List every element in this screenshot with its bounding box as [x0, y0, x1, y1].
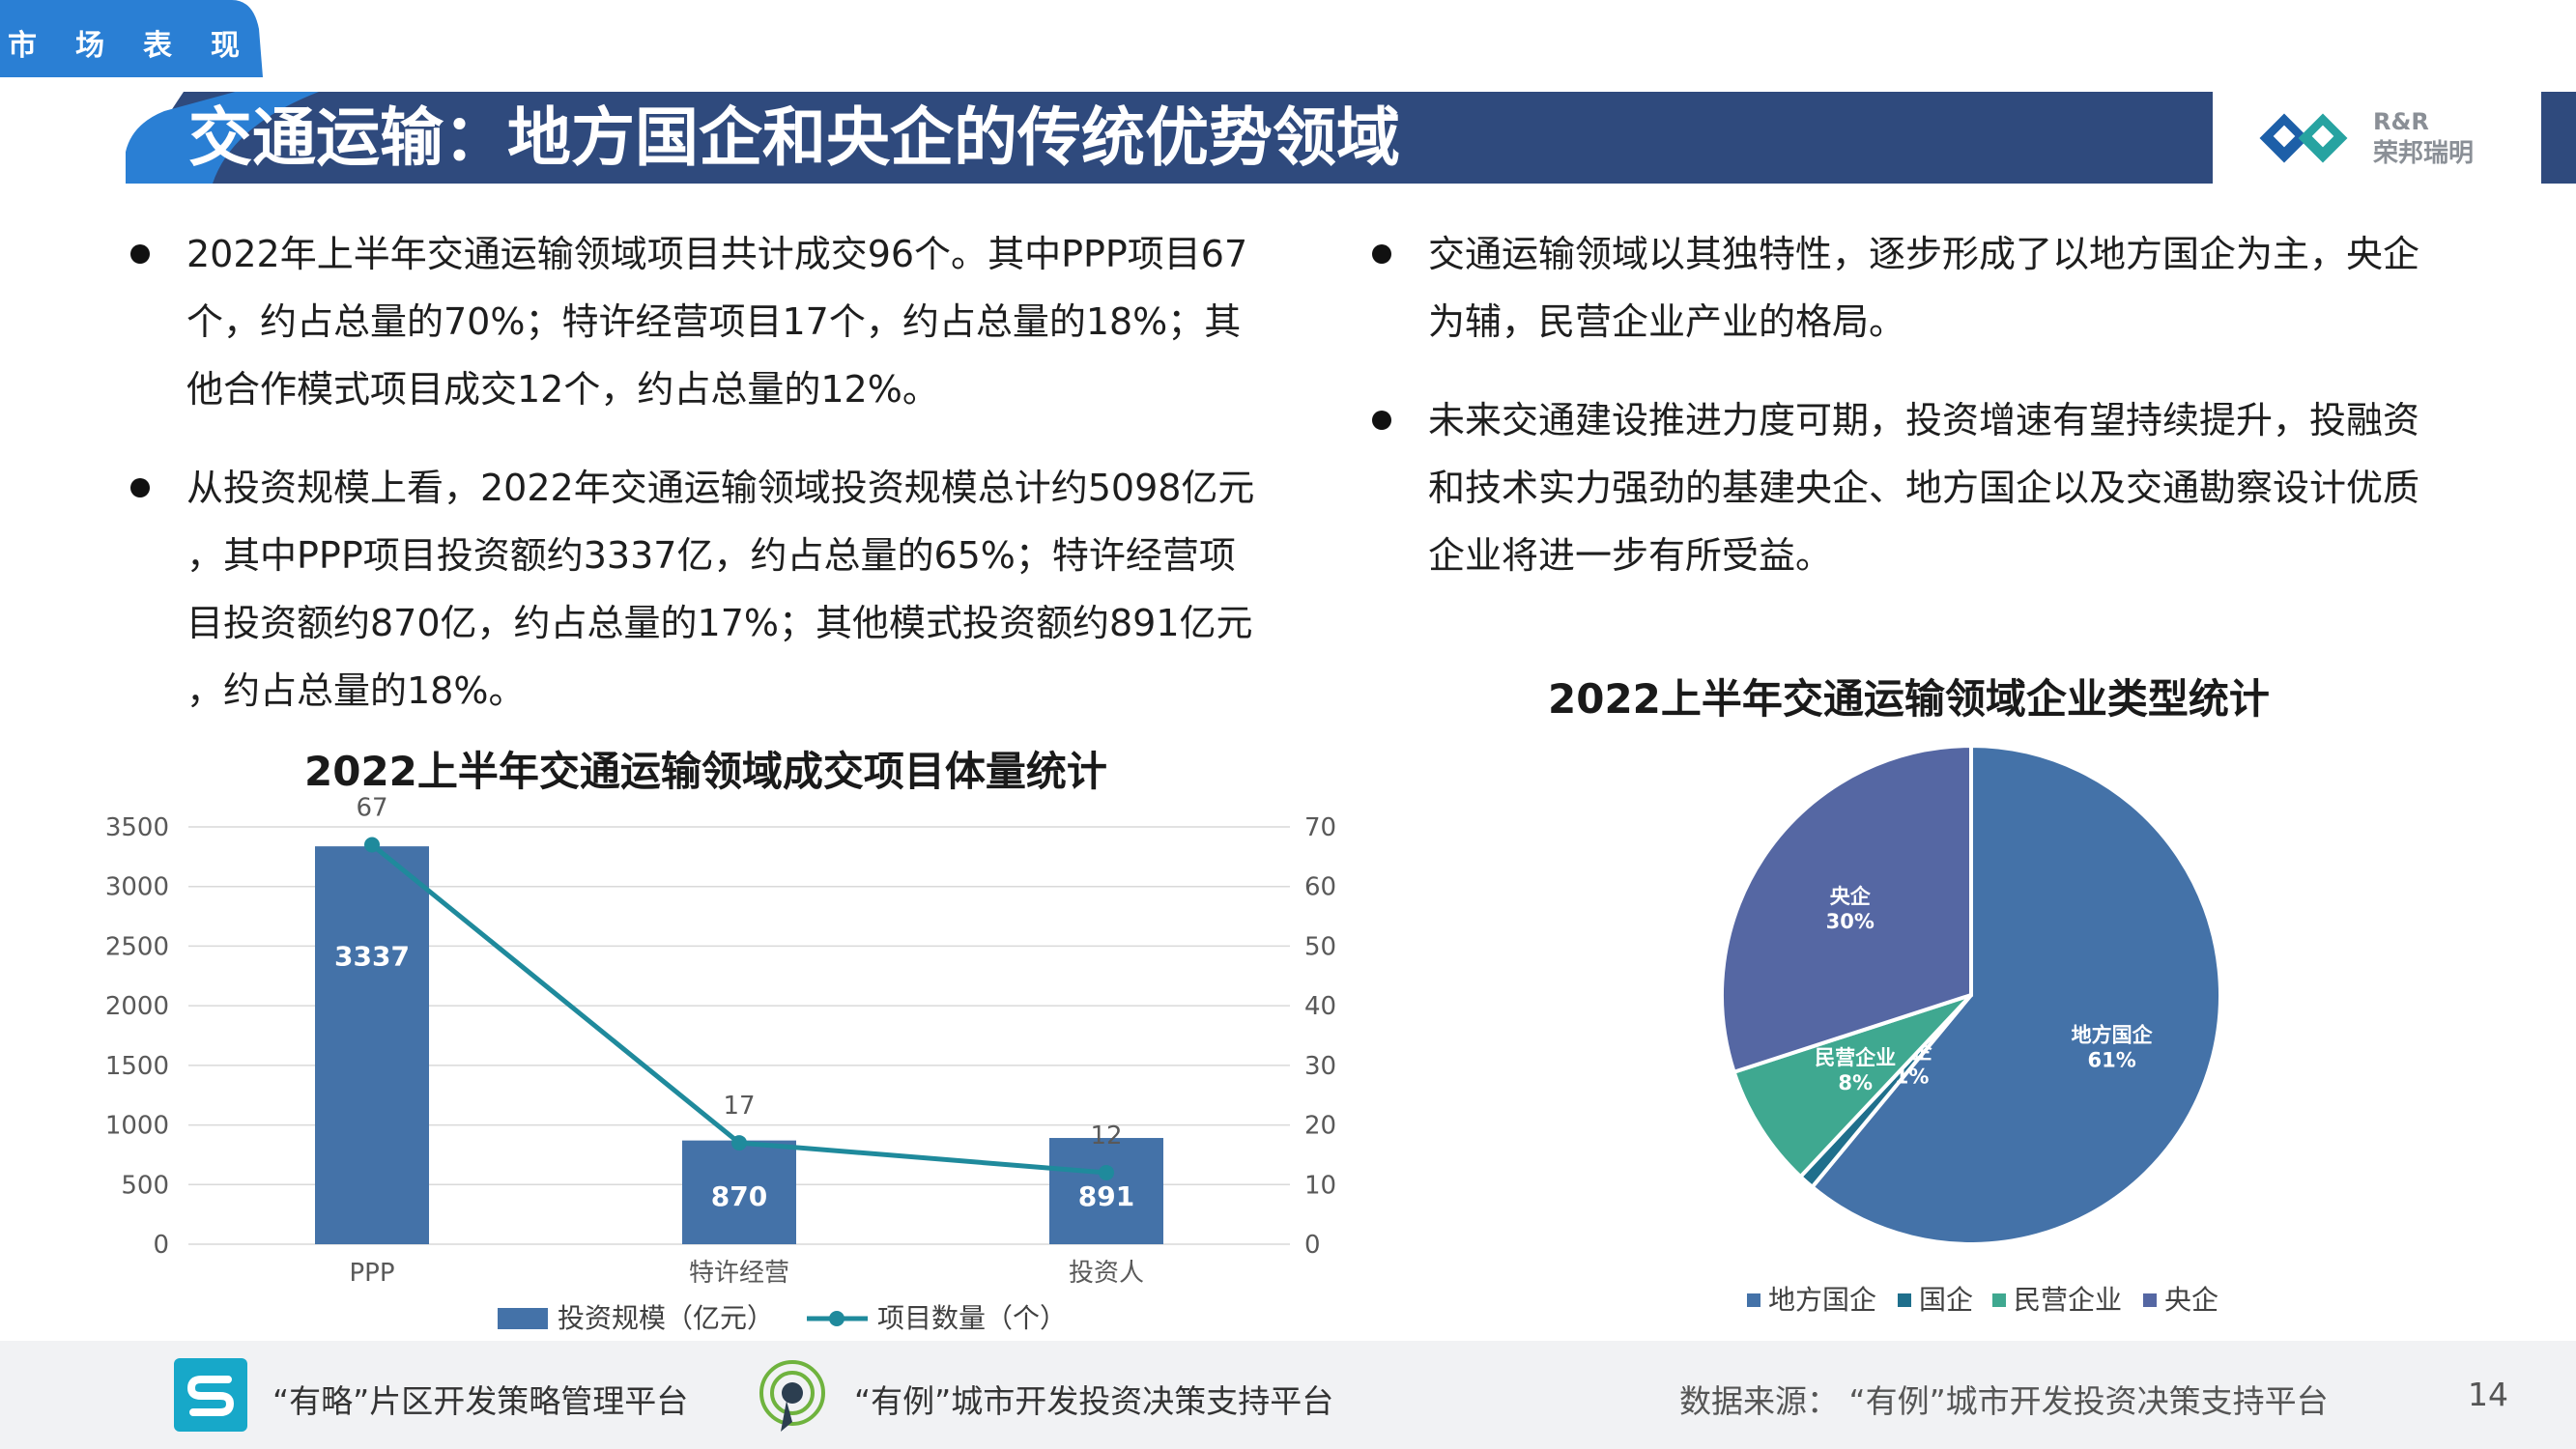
y-left-tick-label: 500	[121, 1171, 169, 1200]
page-number: 14	[2468, 1376, 2508, 1413]
legend-swatch	[1992, 1293, 2006, 1307]
y-left-tick-label: 3000	[105, 873, 169, 902]
pie-slice	[1732, 993, 1973, 1179]
pie-chart-title: 2022上半年交通运输领域企业类型统计	[1548, 675, 2270, 723]
legend-swatch	[2143, 1293, 2157, 1307]
y-right-tick-label: 10	[1304, 1171, 1336, 1200]
footer-platform-2: “有例”城市开发投资决策支持平台	[854, 1382, 1334, 1420]
bullet-line: 2022年上半年交通运输领域项目共计成交96个。其中PPP项目67	[186, 233, 1248, 275]
bullet-line: 为辅，民营企业产业的格局。	[1428, 300, 1906, 343]
right-bullet-1: 交通运输领域以其独特性，逐步形成了以地方国企为主，央企 为辅，民营企业产业的格局…	[1372, 220, 2501, 355]
pie-slice	[1809, 743, 2222, 1246]
pie-slice-percent: 61%	[2088, 1048, 2136, 1071]
line-data-label: 12	[1090, 1122, 1122, 1151]
line-point	[1099, 1164, 1114, 1180]
pie-slice-percent: 30%	[1826, 910, 1875, 933]
legend-label: 投资规模（亿元）	[558, 1302, 774, 1334]
legend-swatch-marker	[829, 1311, 844, 1326]
y-right-tick-label: 40	[1304, 992, 1336, 1021]
title-banner	[126, 92, 2213, 184]
bullet-dot	[1372, 244, 1391, 264]
bar-data-label: 891	[1078, 1180, 1134, 1212]
left-bullet-2: 从投资规模上看，2022年交通运输领域投资规模总计约5098亿元 ，其中PPP项…	[130, 454, 1327, 724]
bullet-line: 和技术实力强劲的基建央企、地方国企以及交通勘察设计优质	[1428, 467, 2420, 509]
bullet-line: 他合作模式项目成交12个，约占总量的12%。	[186, 368, 939, 411]
bar-data-label: 3337	[334, 941, 410, 973]
bullet-line: 个，约占总量的70%；特许经营项目17个，约占总量的18%；其	[186, 300, 1242, 343]
legend-label: 央企	[2164, 1284, 2218, 1316]
pie-slice-name: 央企	[1830, 885, 1872, 908]
footer-bar: “有略”片区开发策略管理平台 “有例”城市开发投资决策支持平台 数据来源： “有…	[0, 1341, 2576, 1449]
bar-line-chart: 0 500 1000 1500 2000 2500 3000 3500 0 10 20 30 40 50 6…	[105, 794, 1336, 1334]
bullet-line: ，约占总量的18%。	[186, 669, 526, 712]
pie-slice-name: 民营企业	[1815, 1046, 1896, 1069]
x-tick-label: 投资人	[1069, 1259, 1144, 1288]
legend-label: 民营企业	[2014, 1284, 2122, 1316]
y-right-tick-label: 30	[1304, 1052, 1336, 1081]
section-tag: 市场表现	[0, 0, 263, 77]
page-title: 交通运输：地方国企和央企的传统优势领域	[188, 100, 1400, 175]
youlue-app-icon	[174, 1358, 247, 1432]
line-data-label: 17	[723, 1092, 755, 1121]
legend-label: 项目数量（个）	[877, 1302, 1067, 1334]
legend-swatch	[1747, 1293, 1760, 1307]
y-right-tick-label: 50	[1304, 932, 1336, 961]
pie-slice-percent: 8%	[1838, 1071, 1873, 1094]
bullet-dot	[1372, 411, 1391, 430]
bullet-dot	[130, 244, 150, 264]
bullet-dot	[130, 478, 150, 497]
company-logo: R&R 荣邦瑞明	[2259, 104, 2501, 172]
footer-platform-1: “有略”片区开发策略管理平台	[272, 1382, 689, 1420]
y-left-tick-label: 2500	[105, 932, 169, 961]
y-right-tick-label: 20	[1304, 1112, 1336, 1141]
legend-label: 地方国企	[1768, 1284, 1876, 1316]
legend-swatch	[1898, 1293, 1911, 1307]
bullet-line: 企业将进一步有所受益。	[1428, 534, 1833, 577]
pie-slice-name: 地方国企	[2072, 1023, 2154, 1046]
line-point	[364, 837, 380, 853]
pie-slice	[1720, 743, 1973, 1075]
section-tag-label: 市场表现	[8, 29, 278, 63]
y-left-tick-label: 1500	[105, 1052, 169, 1081]
y-right-tick-label: 60	[1304, 873, 1336, 902]
x-tick-label: PPP	[349, 1259, 394, 1288]
line-point	[731, 1135, 747, 1151]
bullet-line: 未来交通建设推进力度可期，投资增速有望持续提升，投融资	[1428, 399, 2420, 441]
bullet-line: 目投资额约870亿，约占总量的17%；其他模式投资额约891亿元	[186, 602, 1253, 644]
bar-data-label: 870	[711, 1180, 767, 1212]
y-left-tick-label: 0	[153, 1231, 169, 1260]
y-left-tick-label: 3500	[105, 813, 169, 842]
footer-source: 数据来源： “有例”城市开发投资决策支持平台	[1679, 1382, 2329, 1420]
logo-mark-icon	[2259, 113, 2348, 163]
bar	[315, 846, 429, 1244]
line-data-label: 67	[356, 794, 387, 823]
y-right-tick-label: 70	[1304, 813, 1336, 842]
y-right-tick-label: 0	[1304, 1231, 1321, 1260]
bar-chart-title: 2022上半年交通运输领域成交项目体量统计	[304, 748, 1107, 795]
logo-text-en: R&R	[2373, 108, 2429, 135]
y-left-tick-label: 2000	[105, 992, 169, 1021]
title-accent-bar	[2541, 92, 2576, 184]
right-bullet-2: 未来交通建设推进力度可期，投资增速有望持续提升，投融资 和技术实力强劲的基建央企…	[1372, 386, 2501, 589]
y-left-tick-label: 1000	[105, 1112, 169, 1141]
left-bullet-1: 2022年上半年交通运输领域项目共计成交96个。其中PPP项目67 个，约占总量…	[130, 220, 1327, 423]
bullet-line: 交通运输领域以其独特性，逐步形成了以地方国企为主，央企	[1428, 233, 2420, 275]
bullet-line: 从投资规模上看，2022年交通运输领域投资规模总计约5098亿元	[186, 467, 1255, 509]
bullet-line: ，其中PPP项目投资额约3337亿，约占总量的65%；特许经营项	[186, 534, 1236, 577]
logo-text-cn: 荣邦瑞明	[2373, 139, 2475, 168]
bar	[1049, 1138, 1163, 1244]
legend-swatch-bar	[498, 1308, 548, 1329]
legend-label: 国企	[1919, 1284, 1973, 1316]
bar	[682, 1140, 796, 1244]
x-tick-label: 特许经营	[689, 1259, 789, 1288]
series-line	[370, 842, 1107, 1176]
youli-app-icon	[759, 1360, 825, 1432]
